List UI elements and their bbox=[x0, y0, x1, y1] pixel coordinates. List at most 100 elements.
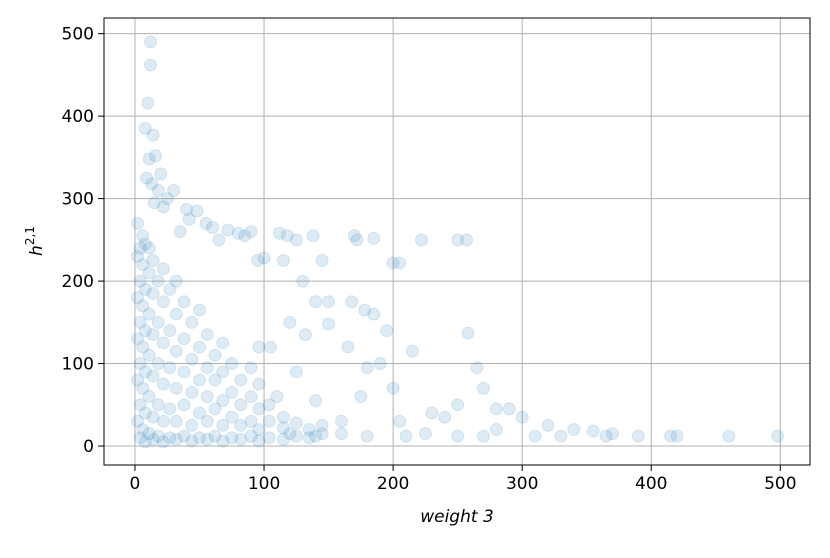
point bbox=[276, 410, 290, 424]
point bbox=[251, 253, 265, 267]
point bbox=[200, 328, 214, 342]
point bbox=[771, 429, 785, 443]
point bbox=[276, 253, 290, 267]
point bbox=[306, 229, 320, 243]
point bbox=[200, 390, 214, 404]
point bbox=[199, 216, 213, 230]
point bbox=[360, 361, 374, 375]
point bbox=[334, 414, 348, 428]
point bbox=[133, 241, 147, 255]
point bbox=[190, 204, 204, 218]
point bbox=[289, 233, 303, 247]
point bbox=[252, 340, 266, 354]
point bbox=[180, 202, 194, 216]
point bbox=[225, 357, 239, 371]
point bbox=[393, 414, 407, 428]
y-tick-label: 100 bbox=[62, 355, 94, 375]
point bbox=[350, 233, 364, 247]
point bbox=[185, 352, 199, 366]
y-tick-label: 0 bbox=[83, 437, 94, 457]
point bbox=[244, 361, 258, 375]
point bbox=[270, 390, 284, 404]
point bbox=[142, 390, 156, 404]
point bbox=[257, 251, 271, 265]
y-tick-label: 400 bbox=[62, 107, 94, 127]
point bbox=[163, 361, 177, 375]
point bbox=[425, 406, 439, 420]
point bbox=[367, 307, 381, 321]
point bbox=[138, 282, 152, 296]
point bbox=[322, 317, 336, 331]
point bbox=[131, 332, 145, 346]
point bbox=[296, 274, 310, 288]
point bbox=[177, 332, 191, 346]
point bbox=[309, 295, 323, 309]
point bbox=[541, 418, 555, 432]
point bbox=[322, 295, 336, 309]
point bbox=[156, 435, 170, 449]
x-tick-label: 0 bbox=[130, 474, 141, 494]
point bbox=[231, 226, 245, 240]
point bbox=[586, 424, 600, 438]
point bbox=[146, 286, 160, 300]
point bbox=[143, 58, 157, 72]
point bbox=[216, 434, 230, 448]
point bbox=[334, 427, 348, 441]
y-axis-label-sup: 2,1 bbox=[23, 226, 37, 245]
point bbox=[262, 398, 276, 412]
point bbox=[244, 414, 258, 428]
point bbox=[244, 390, 258, 404]
point bbox=[138, 122, 152, 136]
point bbox=[205, 220, 219, 234]
point bbox=[156, 200, 170, 214]
x-tick-label: 100 bbox=[248, 474, 280, 494]
point bbox=[169, 432, 183, 446]
point bbox=[631, 429, 645, 443]
point bbox=[177, 365, 191, 379]
point bbox=[131, 373, 145, 387]
point bbox=[302, 423, 316, 437]
point bbox=[386, 256, 400, 270]
point bbox=[154, 167, 168, 181]
point bbox=[341, 340, 355, 354]
point bbox=[289, 429, 303, 443]
point bbox=[156, 336, 170, 350]
point bbox=[182, 212, 196, 226]
point bbox=[373, 357, 387, 371]
point bbox=[131, 216, 145, 230]
point bbox=[133, 274, 147, 288]
point bbox=[234, 418, 248, 432]
point bbox=[415, 233, 429, 247]
point bbox=[131, 291, 145, 305]
point bbox=[163, 324, 177, 338]
point bbox=[133, 357, 147, 371]
point bbox=[451, 398, 465, 412]
point bbox=[142, 307, 156, 321]
point bbox=[515, 410, 529, 424]
point bbox=[193, 340, 207, 354]
point bbox=[393, 256, 407, 270]
point bbox=[283, 427, 297, 441]
point bbox=[221, 223, 235, 237]
point bbox=[142, 152, 156, 166]
point bbox=[156, 377, 170, 391]
x-axis-label: weight 3 bbox=[420, 507, 494, 527]
point bbox=[136, 340, 150, 354]
point bbox=[262, 431, 276, 445]
point bbox=[156, 262, 170, 276]
point bbox=[151, 274, 165, 288]
point bbox=[212, 233, 226, 247]
point bbox=[276, 421, 290, 435]
point bbox=[216, 365, 230, 379]
y-tick-label: 200 bbox=[62, 272, 94, 292]
point bbox=[136, 299, 150, 313]
point bbox=[289, 416, 303, 430]
point bbox=[133, 431, 147, 445]
point bbox=[156, 295, 170, 309]
point bbox=[169, 274, 183, 288]
point bbox=[418, 427, 432, 441]
point bbox=[664, 429, 678, 443]
point bbox=[136, 229, 150, 243]
point bbox=[252, 377, 266, 391]
